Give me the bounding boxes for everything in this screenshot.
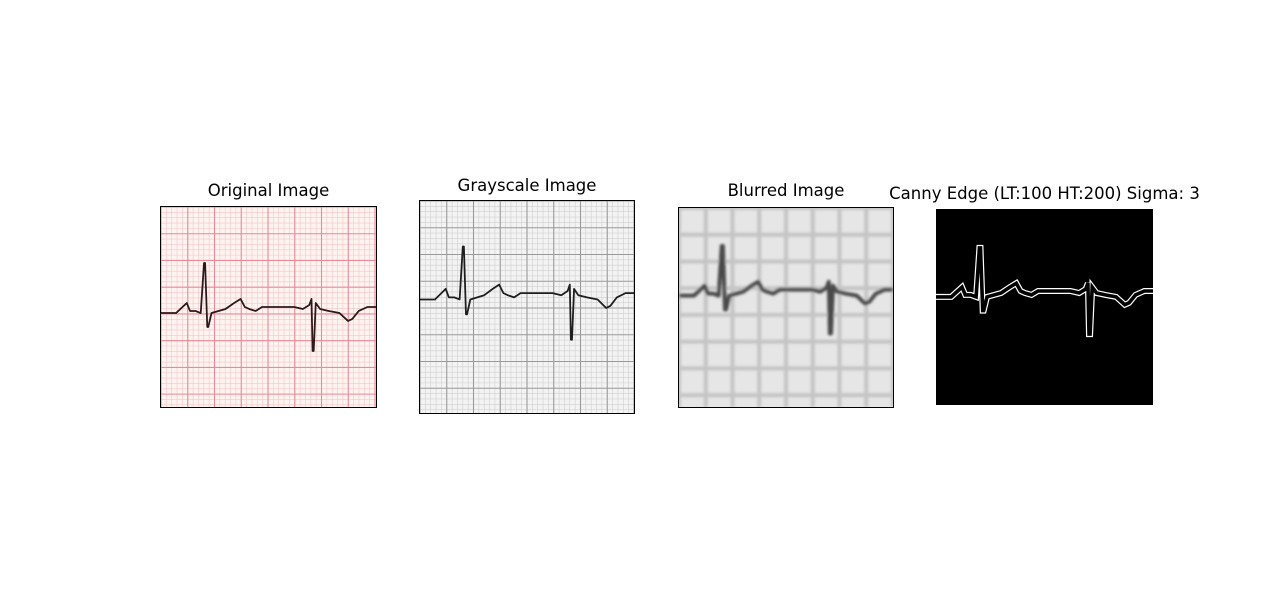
panel-title: Canny Edge (LT:100 HT:200) Sigma: 3 xyxy=(889,184,1200,203)
panel-title: Blurred Image xyxy=(727,181,845,200)
grayscale-ecg-image xyxy=(419,200,635,414)
canny-edge-image xyxy=(936,209,1153,405)
blurred-ecg-image xyxy=(678,207,894,408)
panel-title: Grayscale Image xyxy=(457,176,597,195)
panel-title: Original Image xyxy=(207,181,330,200)
original-ecg-image xyxy=(160,206,377,408)
